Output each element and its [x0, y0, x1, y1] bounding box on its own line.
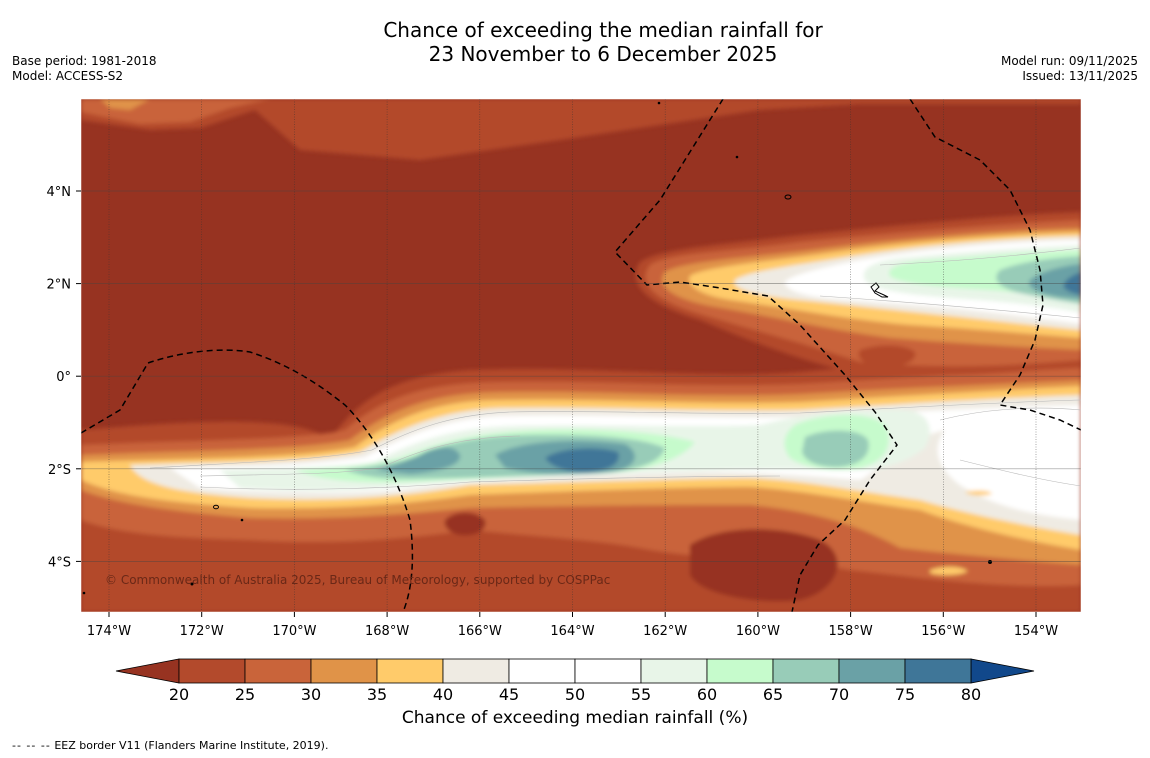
colorbar: 20 25 30 35 40 45 50 55 60 65 70 75 80 [115, 658, 1035, 700]
lat-label: 4°N [47, 185, 72, 200]
island-dot-5 [190, 582, 194, 586]
colorbar-tick-label: 55 [631, 685, 651, 700]
patch-20-south-east [690, 529, 838, 602]
probability-field: © Commonwealth of Australia 2025, Bureau… [81, 99, 1081, 612]
longitude-labels: 174°W 172°W 170°W 168°W 166°W 164°W 162°W 160°W… [87, 612, 1058, 639]
map-copyright: © Commonwealth of Australia 2025, Bureau… [105, 573, 610, 587]
colorbar-tick-label: 35 [367, 685, 387, 700]
island-north [784, 194, 792, 200]
colorbar-tick-label: 45 [499, 685, 519, 700]
colorbar-tick-label: 80 [961, 685, 981, 700]
footnote-text: EEZ border V11 (Flanders Marine Institut… [54, 739, 329, 752]
colorbar-swatch [772, 658, 840, 684]
island-kiritimati [870, 282, 889, 298]
lon-label: 162°W [643, 624, 687, 639]
model-name: Model: ACCESS-S2 [12, 69, 124, 83]
colorbar-swatch [376, 658, 444, 684]
island-dot-6 [82, 591, 86, 595]
lat-label: 4°S [48, 555, 71, 570]
colorbar-label: Chance of exceeding median rainfall (%) [401, 708, 749, 728]
model-run: Model run: 09/11/2025 [1000, 54, 1138, 68]
colorbar-tick-label: 75 [895, 685, 915, 700]
islands [82, 101, 992, 595]
colorbar-swatch [574, 658, 642, 684]
lon-label: 166°W [458, 624, 502, 639]
eez-border-north [613, 99, 898, 612]
zone-70-south-east [802, 430, 869, 468]
chart-title: Chance of exceeding the median rainfall … [0, 18, 1150, 66]
lon-label: 158°W [829, 624, 873, 639]
eez-border-west [81, 349, 414, 612]
contour-lines [149, 247, 1081, 490]
colorbar-swatch [178, 658, 246, 684]
lon-label: 160°W [736, 624, 780, 639]
colorbar-tick-label: 20 [169, 685, 189, 700]
island-dot-4 [988, 560, 992, 564]
base-period: Base period: 1981-2018 [12, 54, 157, 68]
lon-label: 164°W [550, 624, 594, 639]
colorbar-swatch [904, 658, 972, 684]
lon-label: 172°W [180, 624, 224, 639]
colorbar-tick-label: 40 [433, 685, 453, 700]
title-line-2: 23 November to 6 December 2025 [428, 42, 778, 66]
latitude-labels: 4°N 2°N 0° 2°S 4°S [47, 185, 81, 570]
lat-label: 0° [56, 370, 71, 385]
island-dot-1 [657, 101, 661, 105]
lat-label: 2°S [48, 463, 71, 478]
island-small-west [213, 504, 219, 510]
colorbar-tick-label: 65 [763, 685, 783, 700]
colorbar-swatch [442, 658, 510, 684]
lon-label: 174°W [87, 624, 131, 639]
colorbar-tick-label: 70 [829, 685, 849, 700]
colorbar-swatch [838, 658, 906, 684]
lon-label: 170°W [272, 624, 316, 639]
lat-label: 2°N [47, 278, 72, 293]
colorbar-tick-label: 30 [301, 685, 321, 700]
map-frame [80, 98, 1082, 613]
footnote-dash-symbol: -- -- -- [12, 739, 51, 752]
lon-label: 156°W [921, 624, 965, 639]
island-dot-2 [735, 155, 739, 159]
lon-label: 154°W [1014, 624, 1058, 639]
colorbar-tick-label: 25 [235, 685, 255, 700]
colorbar-swatch [244, 658, 312, 684]
eez-footnote: -- -- -- EEZ border V11 (Flanders Marine… [12, 739, 328, 752]
issued-date: Issued: 13/11/2025 [1022, 69, 1138, 83]
colorbar-over-arrow [970, 658, 1035, 684]
zone-35-north-top [100, 99, 150, 110]
meta-right: Model run: 09/11/2025 Issued: 13/11/2025 [1001, 54, 1138, 84]
colorbar-swatch [508, 658, 576, 684]
patch-25-north-equator [858, 345, 916, 368]
rainfall-map: © Commonwealth of Australia 2025, Bureau… [47, 98, 1082, 700]
meta-left: Base period: 1981-2018 Model: ACCESS-S2 [12, 54, 157, 84]
lon-label: 168°W [365, 624, 409, 639]
title-line-1: Chance of exceeding the median rainfall … [383, 18, 823, 42]
zone-25-north-top [81, 99, 1081, 160]
colorbar-swatch [310, 658, 378, 684]
colorbar-tick-label: 50 [565, 685, 585, 700]
colorbar-tick-label: 60 [697, 685, 717, 700]
zone-80-south [545, 448, 619, 473]
patch-20-south [444, 512, 486, 536]
island-dot-3 [240, 518, 244, 522]
colorbar-swatch [706, 658, 774, 684]
colorbar-under-arrow [115, 658, 180, 684]
graticule [81, 99, 1081, 612]
eez-borders [81, 99, 1081, 612]
colorbar-swatch [640, 658, 708, 684]
